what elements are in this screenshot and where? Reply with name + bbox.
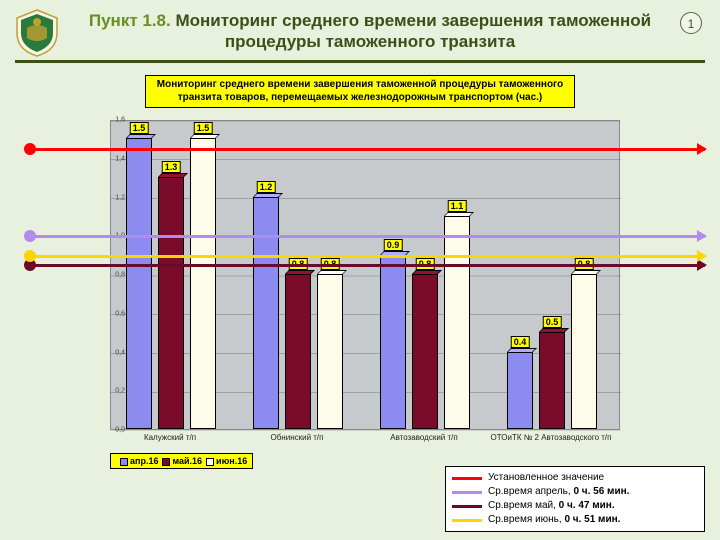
bar-top — [253, 193, 283, 197]
title-prefix: Пункт 1.8. — [89, 11, 171, 30]
line-legend-swatch — [452, 519, 482, 522]
bar-value-label: 1.3 — [162, 161, 181, 173]
line-legend-row: Ср.время май, 0 ч. 47 мин. — [452, 499, 698, 513]
bar-top — [507, 348, 537, 352]
x-tick-label: ОТОиТК № 2 Автозаводского т/п — [488, 433, 615, 442]
bar-top — [444, 212, 474, 216]
line-legend-swatch — [452, 505, 482, 508]
bar — [571, 274, 597, 429]
line-legend-row: Установленное значение — [452, 471, 698, 485]
y-tick-label: 1,6 — [115, 117, 125, 124]
line-legend: Установленное значениеСр.время апрель, 0… — [445, 466, 705, 532]
legend-label: май.16 — [172, 456, 202, 466]
bar-value-label: 1.5 — [130, 122, 149, 134]
divider — [15, 60, 705, 63]
legend-label: апр.16 — [130, 456, 158, 466]
bar — [253, 197, 279, 430]
bar-top — [539, 328, 569, 332]
y-tick-label: 1,4 — [115, 155, 125, 162]
chart-subtitle: Мониторинг среднего времени завершения т… — [145, 75, 575, 108]
bar — [507, 352, 533, 430]
y-tick-label: 0,2 — [115, 388, 125, 395]
bar — [412, 274, 438, 429]
page-title: Пункт 1.8. Мониторинг среднего времени з… — [70, 10, 670, 53]
bar — [158, 177, 184, 429]
y-tick-label: 1,2 — [115, 194, 125, 201]
y-tick-label: 0,8 — [115, 272, 125, 279]
y-tick-label: 0,6 — [115, 310, 125, 317]
bar-value-label: 1.2 — [257, 181, 276, 193]
y-tick-label: 0,4 — [115, 349, 125, 356]
bar-top — [285, 270, 315, 274]
bar-value-label: 1.1 — [448, 200, 467, 212]
page-number: 1 — [680, 12, 702, 34]
bar-top — [158, 173, 188, 177]
bar — [539, 332, 565, 429]
bar-value-label: 0.5 — [543, 316, 562, 328]
line-legend-row: Ср.время июнь, 0 ч. 51 мин. — [452, 513, 698, 527]
line-legend-row: Ср.время апрель, 0 ч. 56 мин. — [452, 485, 698, 499]
legend-swatch — [120, 458, 128, 466]
bar — [190, 138, 216, 429]
line-legend-label: Установленное значение — [488, 471, 604, 485]
line-legend-swatch — [452, 491, 482, 494]
legend-swatch — [206, 458, 214, 466]
x-tick-label: Обнинский т/п — [234, 433, 361, 442]
x-tick-label: Калужский т/п — [107, 433, 234, 442]
bar-value-label: 1.5 — [194, 122, 213, 134]
bar-top — [317, 270, 347, 274]
bar — [317, 274, 343, 429]
line-legend-label: Ср.время апрель, 0 ч. 56 мин. — [488, 485, 629, 499]
bar — [380, 255, 406, 429]
chart: 1.51.31.51.20.80.80.90.81.10.40.50.8 0,0… — [85, 115, 640, 475]
bar — [285, 274, 311, 429]
legend-label: июн.16 — [216, 456, 247, 466]
bar-top — [412, 270, 442, 274]
bar — [444, 216, 470, 429]
line-legend-label: Ср.время май, 0 ч. 47 мин. — [488, 499, 615, 513]
legend-swatch — [162, 458, 170, 466]
line-legend-label: Ср.время июнь, 0 ч. 51 мин. — [488, 513, 620, 527]
title-main: Мониторинг среднего времени завершения т… — [175, 11, 651, 51]
emblem-icon — [12, 8, 62, 58]
bar-value-label: 0.9 — [384, 239, 403, 251]
line-legend-swatch — [452, 477, 482, 480]
bar-top — [126, 134, 156, 138]
bar-top — [571, 270, 601, 274]
chart-plot: 1.51.31.51.20.80.80.90.81.10.40.50.8 — [110, 120, 620, 430]
x-tick-label: Автозаводский т/п — [361, 433, 488, 442]
bar — [126, 138, 152, 429]
bar-top — [190, 134, 220, 138]
series-legend: апр.16 май.16 июн.16 — [110, 453, 253, 469]
bar-value-label: 0.4 — [511, 336, 530, 348]
